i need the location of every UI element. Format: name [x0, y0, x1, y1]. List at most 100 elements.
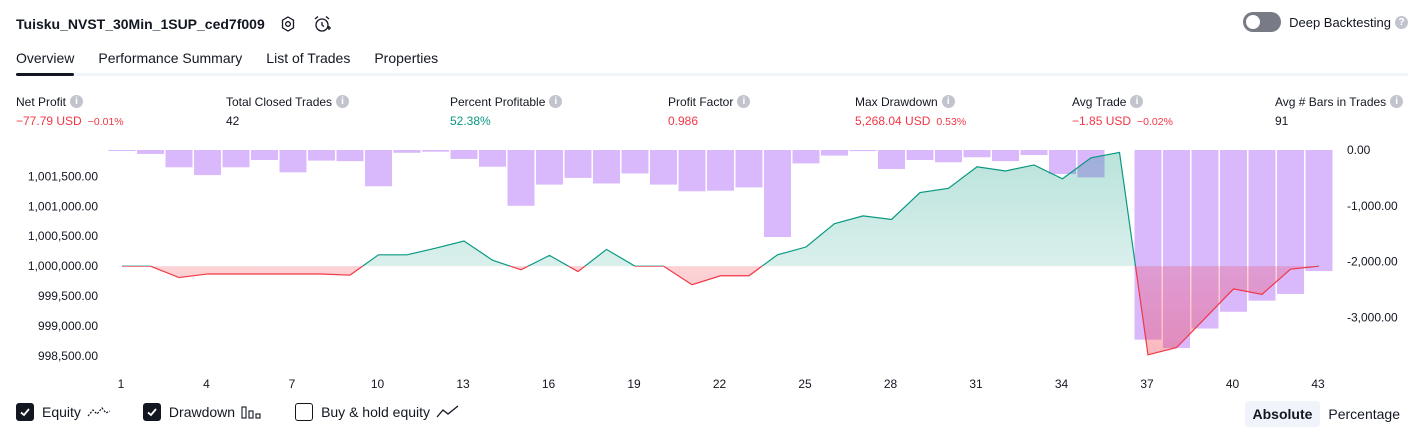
x-axis: 1 4 7 10 13 16 19 22 25 28 31 34 37 40 43	[118, 377, 1325, 391]
y-left-tick-label: 999,500.00	[38, 289, 98, 303]
metric-label: Profit Factor	[668, 94, 734, 109]
drawdown-bar	[536, 150, 563, 185]
metric-label: Net Profit	[16, 94, 67, 109]
settings-icon[interactable]	[277, 13, 299, 35]
x-tick-label: 22	[713, 377, 727, 391]
info-icon[interactable]: i	[737, 95, 751, 108]
metric-net-profit: Net Profit i −77.79 USD −0.01%	[16, 94, 124, 129]
x-tick-label: 1	[118, 377, 125, 391]
drawdown-bar	[137, 150, 164, 154]
drawdown-bar	[678, 150, 706, 192]
drawdown-bar	[479, 150, 506, 167]
x-tick-label: 37	[1140, 377, 1154, 391]
metric-value: 5,268.04 USD	[855, 114, 931, 128]
drawdown-bar	[308, 150, 335, 161]
drawdown-bar	[279, 150, 307, 173]
equity-chart: 1,001,500.00 1,001,000.00 1,000,500.00 1,00…	[0, 140, 1424, 395]
info-icon[interactable]: i	[1130, 95, 1144, 108]
x-tick-label: 16	[542, 377, 556, 391]
drawdown-bar	[422, 150, 449, 152]
drawdown-bar	[251, 150, 278, 161]
metric-pct: −0.02%	[1137, 116, 1173, 128]
drawdown-bar	[165, 150, 193, 168]
drawdown-bar	[878, 150, 905, 169]
deep-backtesting-toggle[interactable]	[1243, 12, 1282, 32]
tabs-divider	[16, 73, 1408, 76]
metrics-row: Net Profit i −77.79 USD −0.01% Total Close…	[16, 94, 1408, 134]
metric-avg-trade: Avg Trade i −1.85 USD −0.02%	[1072, 94, 1173, 129]
drawdown-bar	[336, 150, 364, 162]
info-icon[interactable]: i	[1390, 95, 1404, 108]
drawdown-bar	[1020, 150, 1048, 156]
y-left-tick-label: 1,000,000.00	[28, 259, 98, 273]
equity-line-profit	[122, 151, 1319, 267]
y-right-tick-label: -2,000.00	[1347, 255, 1398, 269]
x-tick-label: 19	[627, 377, 641, 391]
equity-profit-fill	[362, 152, 1136, 267]
drawdown-bar	[393, 150, 421, 153]
metric-value: 91	[1275, 114, 1289, 128]
drawdown-checkbox[interactable]	[142, 403, 161, 421]
info-icon[interactable]: i	[549, 95, 563, 108]
info-icon[interactable]: i	[70, 95, 84, 108]
y-right-tick-label: -3,000.00	[1347, 310, 1398, 324]
drawdown-bar	[450, 150, 478, 159]
drawdown-bar	[707, 150, 734, 191]
metric-pct: −0.01%	[87, 116, 124, 128]
y-right-tick-label: -1,000.00	[1347, 199, 1398, 213]
x-tick-label: 31	[969, 377, 983, 391]
metric-label: Avg Trade	[1072, 94, 1127, 109]
metric-label: Total Closed Trades	[226, 94, 333, 109]
help-icon[interactable]: ?	[1395, 15, 1408, 29]
y-right-tick-label: 0.00	[1347, 143, 1371, 157]
mode-percentage[interactable]: Percentage	[1328, 406, 1400, 422]
value-mode-switch: Absolute Percentage	[1244, 401, 1409, 427]
drawdown-bar	[906, 150, 934, 161]
drawdown-bar	[1305, 150, 1333, 272]
drawdown-bar	[621, 150, 649, 174]
x-tick-label: 34	[1055, 377, 1069, 391]
metric-max-drawdown: Max Drawdown i 5,268.04 USD 0.53%	[855, 94, 967, 129]
drawdown-bar	[650, 150, 677, 185]
equity-checkbox[interactable]	[16, 403, 34, 421]
deep-backtesting-label: Deep Backtesting	[1289, 14, 1391, 30]
legend-label: Drawdown	[168, 404, 236, 420]
mode-absolute[interactable]: Absolute	[1244, 401, 1321, 427]
metric-percent-profitable: Percent Profitable i 52.38%	[450, 94, 563, 128]
info-icon[interactable]: i	[941, 95, 955, 108]
metric-value: −77.79 USD	[16, 114, 82, 128]
y-left-tick-label: 999,000.00	[38, 319, 98, 333]
x-tick-label: 40	[1226, 377, 1240, 391]
drawdown-bar	[735, 150, 763, 188]
equity-loss-fill	[122, 266, 1319, 355]
drawdown-bar	[507, 150, 535, 206]
drawdown-bar	[564, 150, 592, 178]
drawdown-bar	[992, 150, 1019, 162]
metric-total-closed-trades: Total Closed Trades i 42	[226, 94, 350, 128]
y-axis-left: 1,001,500.00 1,001,000.00 1,000,500.00 1,00…	[28, 169, 98, 363]
legend-drawdown[interactable]: Drawdown	[142, 403, 263, 421]
legend-equity[interactable]: Equity	[16, 403, 111, 421]
tab-bar: Overview Performance Summary List of Tra…	[16, 46, 462, 76]
tab-properties[interactable]: Properties	[374, 50, 439, 66]
drawdown-bar	[764, 150, 791, 238]
tab-performance-summary[interactable]: Performance Summary	[98, 50, 243, 66]
info-icon[interactable]: i	[336, 95, 350, 108]
metric-value: 52.38%	[450, 114, 491, 128]
drawdown-bar	[593, 150, 620, 184]
drawdown-bar	[792, 150, 820, 164]
tab-list-of-trades[interactable]: List of Trades	[266, 50, 351, 66]
metric-pct: 0.53%	[936, 116, 967, 128]
metric-label: Percent Profitable	[450, 94, 546, 109]
buy-hold-checkbox[interactable]	[295, 403, 314, 421]
equity-chart-svg: 1,001,500.00 1,001,000.00 1,000,500.00 1,00…	[28, 143, 1398, 391]
drawdown-bar	[222, 150, 250, 168]
alert-icon[interactable]	[311, 13, 333, 35]
x-tick-label: 10	[371, 377, 385, 391]
y-axis-right: 0.00 -1,000.00 -2,000.00 -3,000.00	[1347, 143, 1398, 324]
metric-profit-factor: Profit Factor i 0.986	[668, 94, 751, 128]
legend-buy-hold[interactable]: Buy & hold equity	[295, 403, 460, 421]
tab-overview[interactable]: Overview	[16, 46, 75, 76]
x-tick-label: 25	[798, 377, 812, 391]
x-tick-label: 13	[456, 377, 470, 391]
